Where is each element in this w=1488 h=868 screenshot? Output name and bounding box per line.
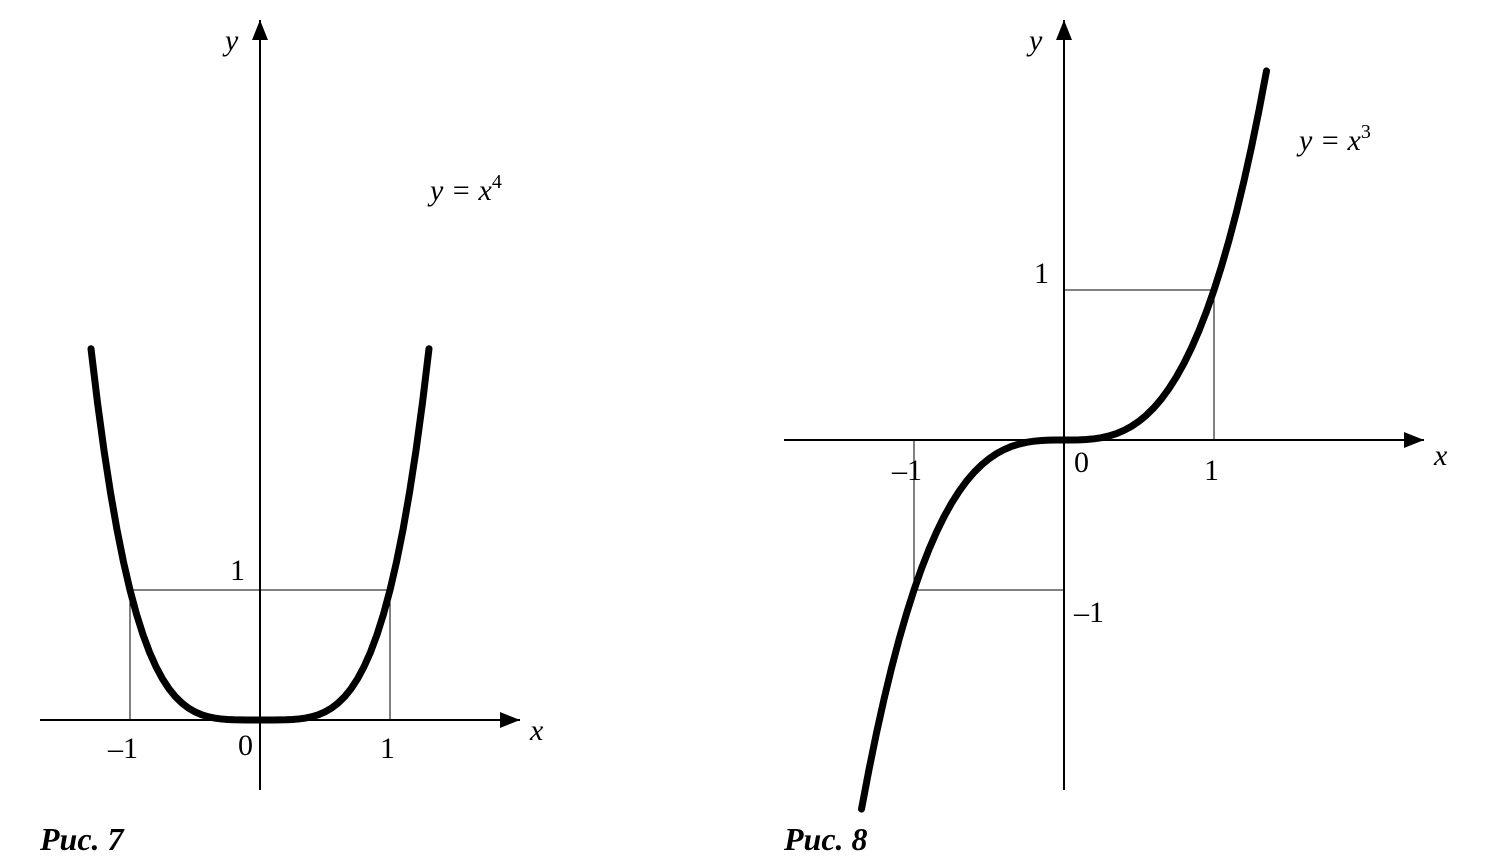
origin-label: 0: [238, 729, 253, 762]
y-axis-label: y: [222, 24, 239, 57]
y-axis-label: y: [1026, 24, 1043, 57]
page: y x 0 –1 1 1 y = x4 Рис. 7: [0, 0, 1488, 868]
origin-label: 0: [1074, 446, 1089, 479]
function-label-x4: y = x4: [427, 171, 502, 207]
figure-7-svg: y x 0 –1 1 1 y = x4 Рис. 7: [0, 0, 744, 868]
figure-7-caption: Рис. 7: [39, 821, 126, 857]
figure-8: y x 0 –1 1 1 –1 y = x3 Рис. 8: [744, 0, 1488, 868]
y-axis-arrow-icon: [1056, 20, 1072, 40]
x-axis-label: x: [529, 714, 544, 747]
figure-8-svg: y x 0 –1 1 1 –1 y = x3 Рис. 8: [744, 0, 1488, 868]
function-label-x3: y = x3: [1296, 121, 1371, 157]
figure-8-caption: Рис. 8: [783, 821, 868, 857]
tick-xneg1: –1: [891, 454, 922, 487]
tick-y1: 1: [230, 554, 245, 587]
y-axis-arrow-icon: [252, 20, 268, 40]
figure-7: y x 0 –1 1 1 y = x4 Рис. 7: [0, 0, 744, 868]
x-axis-arrow-icon: [500, 712, 520, 728]
tick-ypos1: 1: [1034, 257, 1049, 290]
tick-yneg1: –1: [1073, 596, 1104, 629]
tick-xpos1: 1: [380, 732, 395, 765]
tick-xneg1: –1: [107, 732, 138, 765]
x-axis-arrow-icon: [1404, 432, 1424, 448]
x-axis-label: x: [1433, 439, 1448, 472]
tick-xpos1: 1: [1204, 454, 1219, 487]
